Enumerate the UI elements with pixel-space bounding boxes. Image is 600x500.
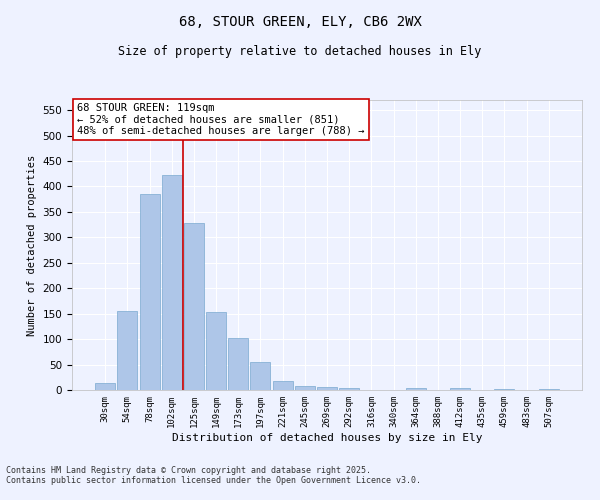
Bar [406, 388, 426, 390]
Bar [250, 362, 271, 390]
Bar [206, 312, 226, 390]
Bar [450, 388, 470, 390]
Bar [272, 381, 293, 390]
Y-axis label: Number of detached properties: Number of detached properties [27, 154, 37, 336]
Bar [339, 388, 359, 390]
Bar [95, 384, 115, 390]
X-axis label: Distribution of detached houses by size in Ely: Distribution of detached houses by size … [172, 432, 482, 442]
Bar [162, 176, 182, 390]
Bar [539, 389, 559, 390]
Bar [228, 338, 248, 390]
Bar [118, 311, 137, 390]
Text: Contains HM Land Registry data © Crown copyright and database right 2025.
Contai: Contains HM Land Registry data © Crown c… [6, 466, 421, 485]
Bar [317, 388, 337, 390]
Bar [494, 389, 514, 390]
Bar [140, 194, 160, 390]
Bar [184, 223, 204, 390]
Text: 68 STOUR GREEN: 119sqm
← 52% of detached houses are smaller (851)
48% of semi-de: 68 STOUR GREEN: 119sqm ← 52% of detached… [77, 103, 365, 136]
Text: 68, STOUR GREEN, ELY, CB6 2WX: 68, STOUR GREEN, ELY, CB6 2WX [179, 15, 421, 29]
Bar [295, 386, 315, 390]
Text: Size of property relative to detached houses in Ely: Size of property relative to detached ho… [118, 45, 482, 58]
